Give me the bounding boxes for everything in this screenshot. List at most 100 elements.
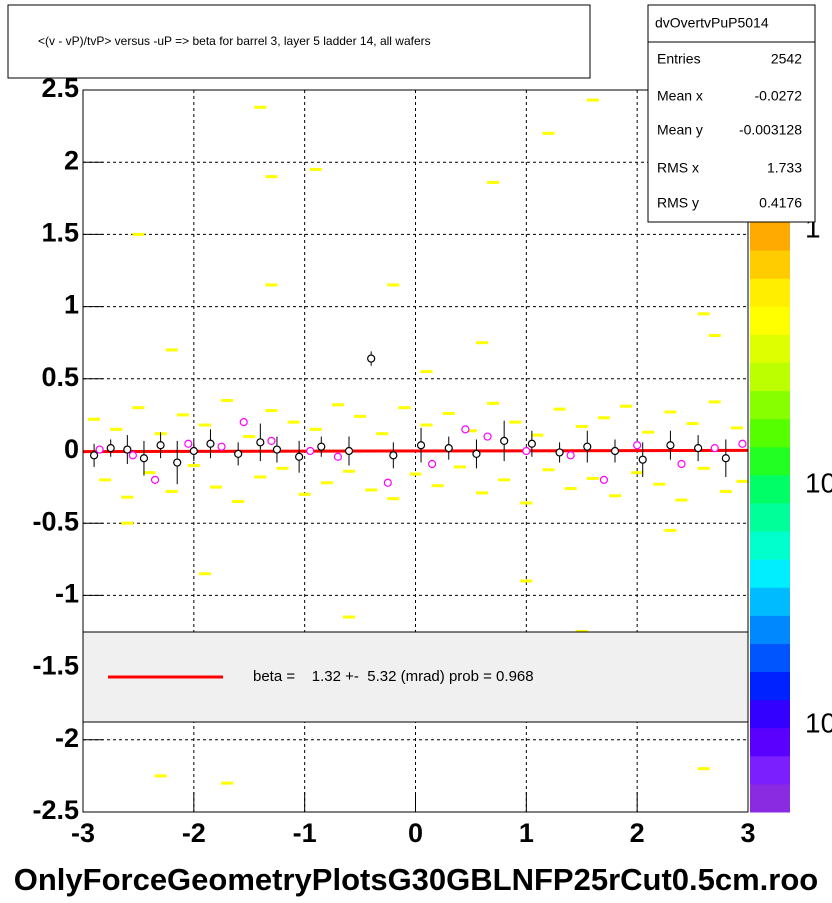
profile-point — [317, 442, 326, 451]
histogram-cell — [697, 312, 710, 316]
profile-point — [483, 432, 492, 441]
color-bar-cell — [750, 334, 790, 363]
profile-point — [610, 446, 620, 456]
histogram-cell — [276, 466, 289, 470]
color-bar-cell — [750, 222, 790, 251]
histogram-cell — [132, 406, 145, 410]
y-tick-label: 1.5 — [41, 218, 79, 248]
color-bar-cell — [750, 446, 790, 476]
histogram-cell — [520, 579, 533, 583]
y-tick-label: -1 — [55, 579, 79, 609]
histogram-cell — [453, 465, 466, 469]
histogram-cell — [431, 484, 444, 488]
profile-point — [333, 452, 343, 461]
histogram-cell — [187, 463, 200, 467]
histogram-cell — [320, 481, 333, 485]
chart-title: <(v - vP)/tvP> versus -uP => beta for ba… — [38, 34, 431, 48]
x-tick-label: 3 — [740, 818, 755, 848]
histogram-cell — [664, 528, 677, 532]
profile-point — [444, 444, 453, 453]
x-axis-title: OnlyForceGeometryPlotsG30GBLNFP25rCut0.5… — [14, 862, 819, 897]
profile-point — [234, 449, 243, 458]
profile-point — [583, 442, 592, 451]
profile-point — [150, 475, 160, 484]
color-bar-cell — [750, 390, 790, 420]
x-tick-label: -1 — [293, 818, 317, 848]
histogram-cell — [309, 167, 322, 171]
profile-point — [677, 459, 686, 469]
profile-point — [367, 354, 376, 363]
histogram-cell — [542, 131, 555, 135]
profile-point — [527, 439, 536, 448]
x-tick-label: 1 — [519, 818, 534, 848]
histogram-cell — [343, 469, 355, 473]
profile-point — [461, 425, 470, 434]
histogram-cell — [464, 429, 477, 433]
color-bar-cell — [750, 587, 790, 616]
histogram-cell — [564, 487, 577, 491]
profile-point — [139, 454, 149, 463]
histogram-cell — [708, 400, 721, 404]
color-bar-cell — [750, 643, 790, 673]
histogram-cell — [254, 475, 267, 479]
histogram-cell — [653, 482, 666, 486]
histogram-cell — [88, 417, 101, 421]
color-bar-cell — [750, 783, 790, 813]
histogram-cell — [165, 489, 178, 493]
color-bar-cell — [750, 474, 790, 504]
profile-point — [500, 436, 509, 445]
profile-point — [123, 445, 132, 454]
profile-point — [256, 438, 265, 447]
y-tick-label: 0 — [64, 434, 79, 464]
x-tick-label: 0 — [408, 818, 423, 848]
y-tick-label: -1.5 — [32, 651, 79, 681]
color-bar-cell — [750, 278, 790, 307]
x-tick-label: 2 — [630, 818, 645, 848]
x-tick-label: -2 — [182, 818, 206, 848]
histogram-cell — [620, 404, 633, 408]
histogram-cell — [110, 427, 123, 431]
profile-point — [239, 418, 248, 427]
histogram-cell — [210, 485, 222, 489]
histogram-cell — [287, 420, 300, 424]
histogram-cell — [176, 413, 189, 417]
profile-point — [522, 446, 531, 456]
histogram-cell — [121, 521, 134, 525]
histogram-cell — [476, 341, 488, 345]
profile-point — [272, 445, 282, 454]
histogram-cell — [531, 433, 544, 437]
stats-label: Entries — [657, 51, 701, 67]
profile-point — [383, 478, 392, 487]
profile-point — [666, 441, 675, 450]
stats-label: Mean x — [657, 88, 703, 104]
histogram-cell — [165, 348, 178, 352]
histogram-cell — [387, 497, 400, 501]
profile-point — [389, 451, 398, 460]
color-bar-label: 10 — [805, 467, 832, 498]
profile-point — [95, 445, 104, 454]
legend-label: beta = 1.32 +- 5.32 (mrad) prob = 0.968 — [253, 668, 534, 685]
histogram-cell — [664, 410, 677, 414]
histogram-cell — [476, 491, 488, 495]
histogram-cell — [376, 432, 389, 436]
histogram-cell — [365, 488, 378, 492]
color-bar-cell — [750, 755, 790, 785]
color-bar-cell — [750, 362, 790, 392]
histogram-cell — [343, 615, 355, 619]
profile-point — [555, 448, 564, 457]
stats-value: -0.003128 — [739, 122, 802, 138]
color-bar-cell — [750, 306, 790, 335]
y-tick-label: -0.5 — [32, 506, 79, 536]
histogram-cell — [143, 471, 156, 475]
histogram-cell — [675, 498, 688, 502]
profile-point — [184, 439, 193, 448]
histogram-cell — [736, 479, 749, 483]
color-bar-cell — [750, 559, 790, 588]
stats-name: dvOvertvPuP5014 — [655, 15, 769, 31]
stats-label: RMS x — [657, 160, 699, 176]
x-tick-label: -3 — [71, 818, 95, 848]
histogram-cell — [409, 472, 422, 476]
histogram-cell — [631, 471, 644, 475]
profile-point — [738, 439, 747, 448]
histogram-cell — [697, 466, 710, 470]
